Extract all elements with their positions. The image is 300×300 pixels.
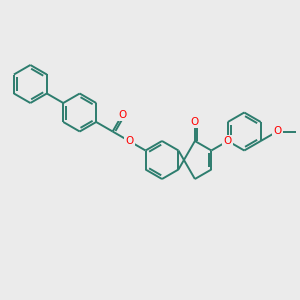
Text: O: O — [118, 110, 126, 120]
Text: O: O — [125, 136, 133, 146]
Text: O: O — [273, 127, 281, 136]
Text: O: O — [191, 117, 199, 127]
Text: O: O — [224, 136, 232, 146]
